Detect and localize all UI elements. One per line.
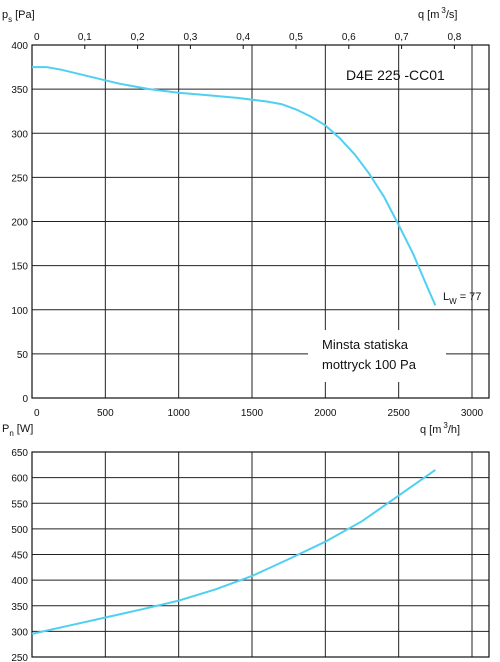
flow-m3s-tick-label: 0,8 xyxy=(447,32,461,43)
pressure-chart-frame xyxy=(31,44,490,399)
pressure-y-tick-label: 350 xyxy=(11,85,28,96)
power-y-tick-label: 350 xyxy=(11,602,28,613)
power-chart-frame xyxy=(31,451,490,658)
flow-m3h-tick-label: 1000 xyxy=(168,408,191,419)
power-y-tick-label: 300 xyxy=(11,627,28,638)
power-y-tick-label: 550 xyxy=(11,499,28,510)
flow-m3s-tick-label: 0 xyxy=(34,32,40,43)
flow-m3s-axis-label: q [m 3/s] xyxy=(418,6,457,21)
power-y-tick-label: 500 xyxy=(11,525,28,536)
power-y-tick-label: 450 xyxy=(11,551,28,562)
flow-m3h-tick-label: 2500 xyxy=(388,408,411,419)
sound-power-annotation: LW = 77 xyxy=(443,291,481,306)
pressure-y-tick-label: 250 xyxy=(11,173,28,184)
flow-m3h-ticks: 0 500 1000 1500 2000 2500 3000 xyxy=(34,408,484,419)
flow-m3s-tick-label: 0,5 xyxy=(289,32,303,43)
flow-m3h-tick-label: 1500 xyxy=(241,408,264,419)
pressure-chart-grid xyxy=(32,45,489,398)
power-y-ticks: 250 300 350 400 450 500 550 600 650 xyxy=(11,448,28,662)
power-curve xyxy=(31,469,436,635)
minimum-pressure-note-line1: Minsta statiska xyxy=(322,337,409,352)
flow-m3s-tick-label: 0,2 xyxy=(131,32,145,43)
pressure-y-axis-label: ps [Pa] xyxy=(2,9,35,24)
power-y-tick-label: 600 xyxy=(11,474,28,485)
pressure-y-tick-label: 50 xyxy=(17,350,29,361)
flow-m3s-tick-label: 0,4 xyxy=(236,32,250,43)
flow-m3h-tick-label: 2000 xyxy=(314,408,337,419)
flow-m3h-tick-label: 3000 xyxy=(461,408,484,419)
minimum-pressure-note-line2: mottryck 100 Pa xyxy=(322,357,417,372)
flow-m3h-axis-label: q [m 3/h] xyxy=(420,421,460,436)
flow-m3s-tick-label: 0,3 xyxy=(183,32,197,43)
pressure-y-tick-label: 100 xyxy=(11,306,28,317)
power-y-tick-label: 250 xyxy=(11,653,28,662)
flow-m3s-tick-label: 0,6 xyxy=(342,32,356,43)
chart-title: D4E 225 -CC01 xyxy=(346,67,445,83)
flow-m3h-tick-label: 0 xyxy=(34,408,40,419)
pressure-y-tick-label: 150 xyxy=(11,262,28,273)
pressure-y-tick-label: 200 xyxy=(11,218,28,229)
flow-m3s-ticks: 0 0,1 0,2 0,3 0,4 0,5 0,6 0,7 0,8 xyxy=(31,32,462,49)
flow-m3h-tick-label: 500 xyxy=(97,408,114,419)
pressure-y-ticks: 0 50 100 150 200 250 300 350 400 xyxy=(11,41,28,405)
power-y-axis-label: Pn [W] xyxy=(2,423,33,438)
pressure-y-tick-label: 0 xyxy=(22,394,28,405)
minimum-pressure-note-box xyxy=(308,330,446,382)
flow-m3s-tick-label: 0,7 xyxy=(395,32,409,43)
pressure-curve xyxy=(32,66,437,306)
flow-m3s-tick-label: 0,1 xyxy=(78,32,92,43)
power-y-tick-label: 400 xyxy=(11,576,28,587)
power-y-tick-label: 650 xyxy=(11,448,28,459)
pressure-y-tick-label: 400 xyxy=(11,41,28,52)
power-chart-grid xyxy=(32,452,489,657)
pressure-y-tick-label: 300 xyxy=(11,129,28,140)
